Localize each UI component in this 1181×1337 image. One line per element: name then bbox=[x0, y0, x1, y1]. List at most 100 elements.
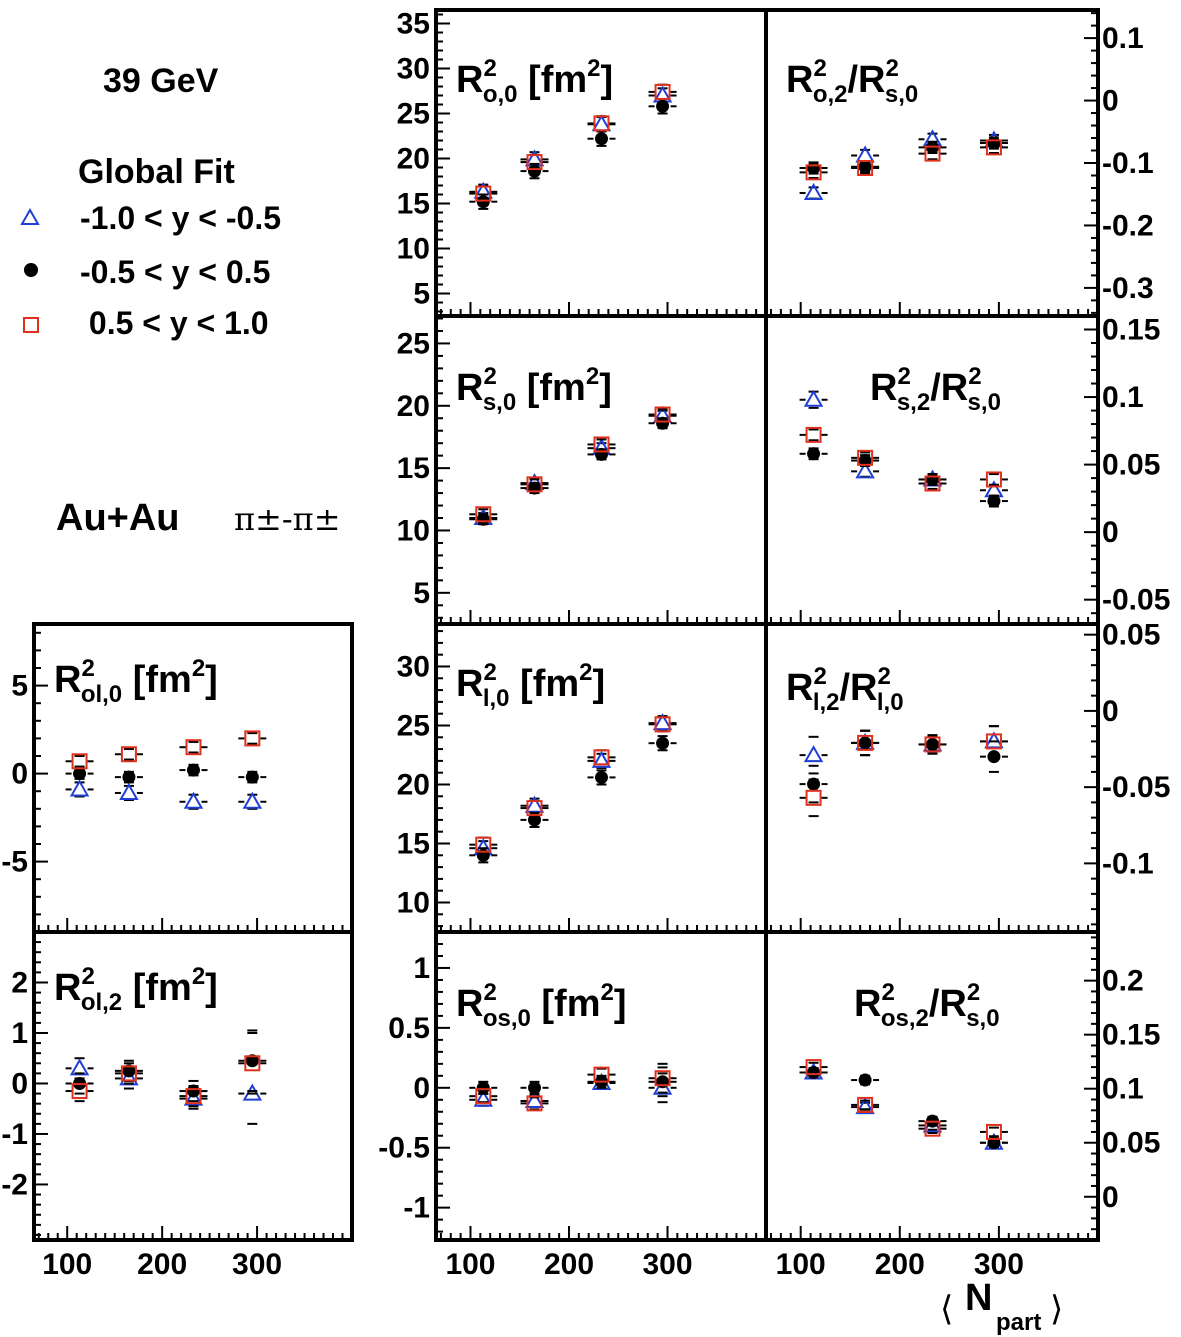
panel-Ro2: -0.3 -0.2 -0.1 0 0.1 R2 o,2/R2 s,0 bbox=[764, 8, 1154, 318]
y-tick-label: -0.1 bbox=[1102, 147, 1154, 180]
panel-Rs0: 5 10 15 20 25 R2 s,0 [fm2] bbox=[397, 314, 768, 626]
data-point-circle bbox=[594, 132, 608, 146]
data-point-triangle bbox=[69, 779, 90, 797]
data-point-square bbox=[526, 800, 543, 817]
data-point-triangle bbox=[591, 750, 612, 768]
y-tick-label: -0.05 bbox=[1102, 771, 1170, 804]
y-tick-label: 0.2 bbox=[1102, 965, 1144, 998]
data-point-triangle bbox=[183, 1088, 204, 1106]
data-point-circle bbox=[807, 1065, 821, 1079]
y-tick-label: 0 bbox=[11, 758, 28, 791]
data-point-circle bbox=[656, 736, 670, 750]
fit-label: Global Fit bbox=[78, 153, 235, 191]
data-point-square bbox=[857, 1096, 874, 1113]
y-tick-label: 10 bbox=[397, 233, 430, 266]
y-tick-label: 0 bbox=[1102, 1181, 1119, 1214]
y-tick-label: 1 bbox=[413, 952, 430, 985]
data-point-triangle bbox=[803, 745, 824, 763]
y-tick-label: 5 bbox=[413, 577, 430, 610]
data-point-circle bbox=[122, 1064, 136, 1078]
panel-title: R2 ol,0 [fm2] bbox=[54, 655, 218, 708]
y-tick-label: 0.05 bbox=[1102, 1127, 1160, 1160]
data-point-triangle bbox=[803, 182, 824, 200]
data-point-circle bbox=[245, 770, 259, 784]
y-tick-label: 20 bbox=[397, 143, 430, 176]
data-point-square bbox=[924, 145, 941, 162]
svg-text:⟩: ⟩ bbox=[1050, 1289, 1063, 1329]
data-point-triangle bbox=[119, 782, 139, 800]
data-point-circle bbox=[858, 736, 872, 750]
panel-title: R2 s,0 [fm2] bbox=[456, 363, 612, 416]
data-point-square bbox=[185, 739, 202, 756]
x-tick-label: 300 bbox=[232, 1248, 282, 1281]
data-point-triangle bbox=[524, 795, 545, 813]
data-point-square bbox=[593, 115, 610, 132]
data-point-square bbox=[120, 746, 137, 763]
data-point-square bbox=[805, 1059, 822, 1076]
system-label: Au+Au bbox=[56, 497, 180, 539]
x-tick-label: 200 bbox=[544, 1248, 594, 1281]
data-point-circle bbox=[807, 161, 821, 175]
data-point-circle bbox=[476, 1081, 490, 1095]
y-tick-label: 25 bbox=[397, 327, 430, 360]
data-point-square bbox=[924, 1120, 941, 1137]
y-tick-label: 15 bbox=[397, 452, 430, 485]
legend-label-0: -1.0 < y < -0.5 bbox=[80, 200, 281, 236]
legend-marker-circle bbox=[24, 263, 38, 277]
y-tick-label: 30 bbox=[397, 53, 430, 86]
data-point-square bbox=[805, 789, 822, 806]
data-point-square bbox=[185, 1088, 202, 1105]
y-tick-label: 30 bbox=[397, 650, 430, 683]
data-point-square bbox=[244, 1055, 261, 1072]
data-point-square bbox=[526, 1095, 543, 1112]
y-tick-label: 0.05 bbox=[1102, 449, 1160, 482]
data-point-square bbox=[244, 730, 261, 747]
panel-Ros2: 0 0.05 0.1 0.15 0.2 R2 os,2/R2 s,0 bbox=[764, 930, 1160, 1242]
y-tick-label: 0.15 bbox=[1102, 314, 1160, 347]
panel-title: R2 os,2/R2 s,0 bbox=[854, 979, 1000, 1032]
x-tick-label: 200 bbox=[875, 1248, 925, 1281]
x-tick-label: 100 bbox=[445, 1248, 495, 1281]
y-tick-label: 2 bbox=[11, 966, 28, 999]
panel-frame bbox=[764, 314, 1100, 626]
data-point-square bbox=[475, 836, 492, 853]
y-tick-label: -0.1 bbox=[1102, 847, 1154, 880]
data-point-circle bbox=[528, 164, 542, 178]
y-tick-label: 0 bbox=[1102, 695, 1119, 728]
data-point-square bbox=[71, 753, 88, 770]
data-point-square bbox=[805, 164, 822, 181]
y-tick-label: -0.2 bbox=[1102, 209, 1154, 242]
y-tick-label: 20 bbox=[397, 390, 430, 423]
y-tick-label: 5 bbox=[413, 278, 430, 311]
data-point-square bbox=[593, 436, 610, 453]
x-axis-title-main: N bbox=[965, 1277, 992, 1319]
data-point-circle bbox=[656, 1075, 670, 1089]
panel-Rl0: 10 15 20 25 30 R2 l,0 [fm2] bbox=[397, 622, 768, 934]
data-point-triangle bbox=[803, 389, 824, 407]
data-point-square bbox=[654, 83, 671, 100]
y-tick-label: 0.05 bbox=[1102, 619, 1160, 652]
data-point-square bbox=[654, 716, 671, 733]
data-point-circle bbox=[528, 1081, 542, 1095]
data-point-circle bbox=[858, 1073, 872, 1087]
legend-marker-triangle bbox=[20, 207, 40, 225]
y-tick-label: 20 bbox=[397, 768, 430, 801]
data-point-circle bbox=[245, 1054, 259, 1068]
data-point-square bbox=[475, 185, 492, 202]
y-tick-label: 0 bbox=[1102, 516, 1119, 549]
y-tick-label: 35 bbox=[397, 8, 430, 41]
y-tick-label: -0.3 bbox=[1102, 272, 1154, 305]
panel-Rol2: -2 -1 0 1 2 R2 ol,2 [fm2] bbox=[1, 930, 354, 1242]
panel-title: R2 ol,2 [fm2] bbox=[54, 963, 218, 1016]
data-point-square bbox=[120, 1065, 137, 1082]
svg-text:⟨: ⟨ bbox=[940, 1289, 953, 1329]
legend-label-1: -0.5 < y < 0.5 bbox=[80, 254, 270, 290]
x-axis-title: ⟨ N part ⟩ bbox=[940, 1277, 1063, 1336]
panel-title: R2 o,2/R2 s,0 bbox=[786, 55, 918, 108]
y-tick-label: 1 bbox=[11, 1017, 28, 1050]
y-tick-label: 0 bbox=[413, 1072, 430, 1105]
panel-Ros0: -1 -0.5 0 0.5 1 R2 os,0 [fm2] bbox=[378, 930, 768, 1242]
data-point-square bbox=[805, 426, 822, 443]
y-tick-label: 25 bbox=[397, 709, 430, 742]
data-point-square bbox=[857, 734, 874, 751]
